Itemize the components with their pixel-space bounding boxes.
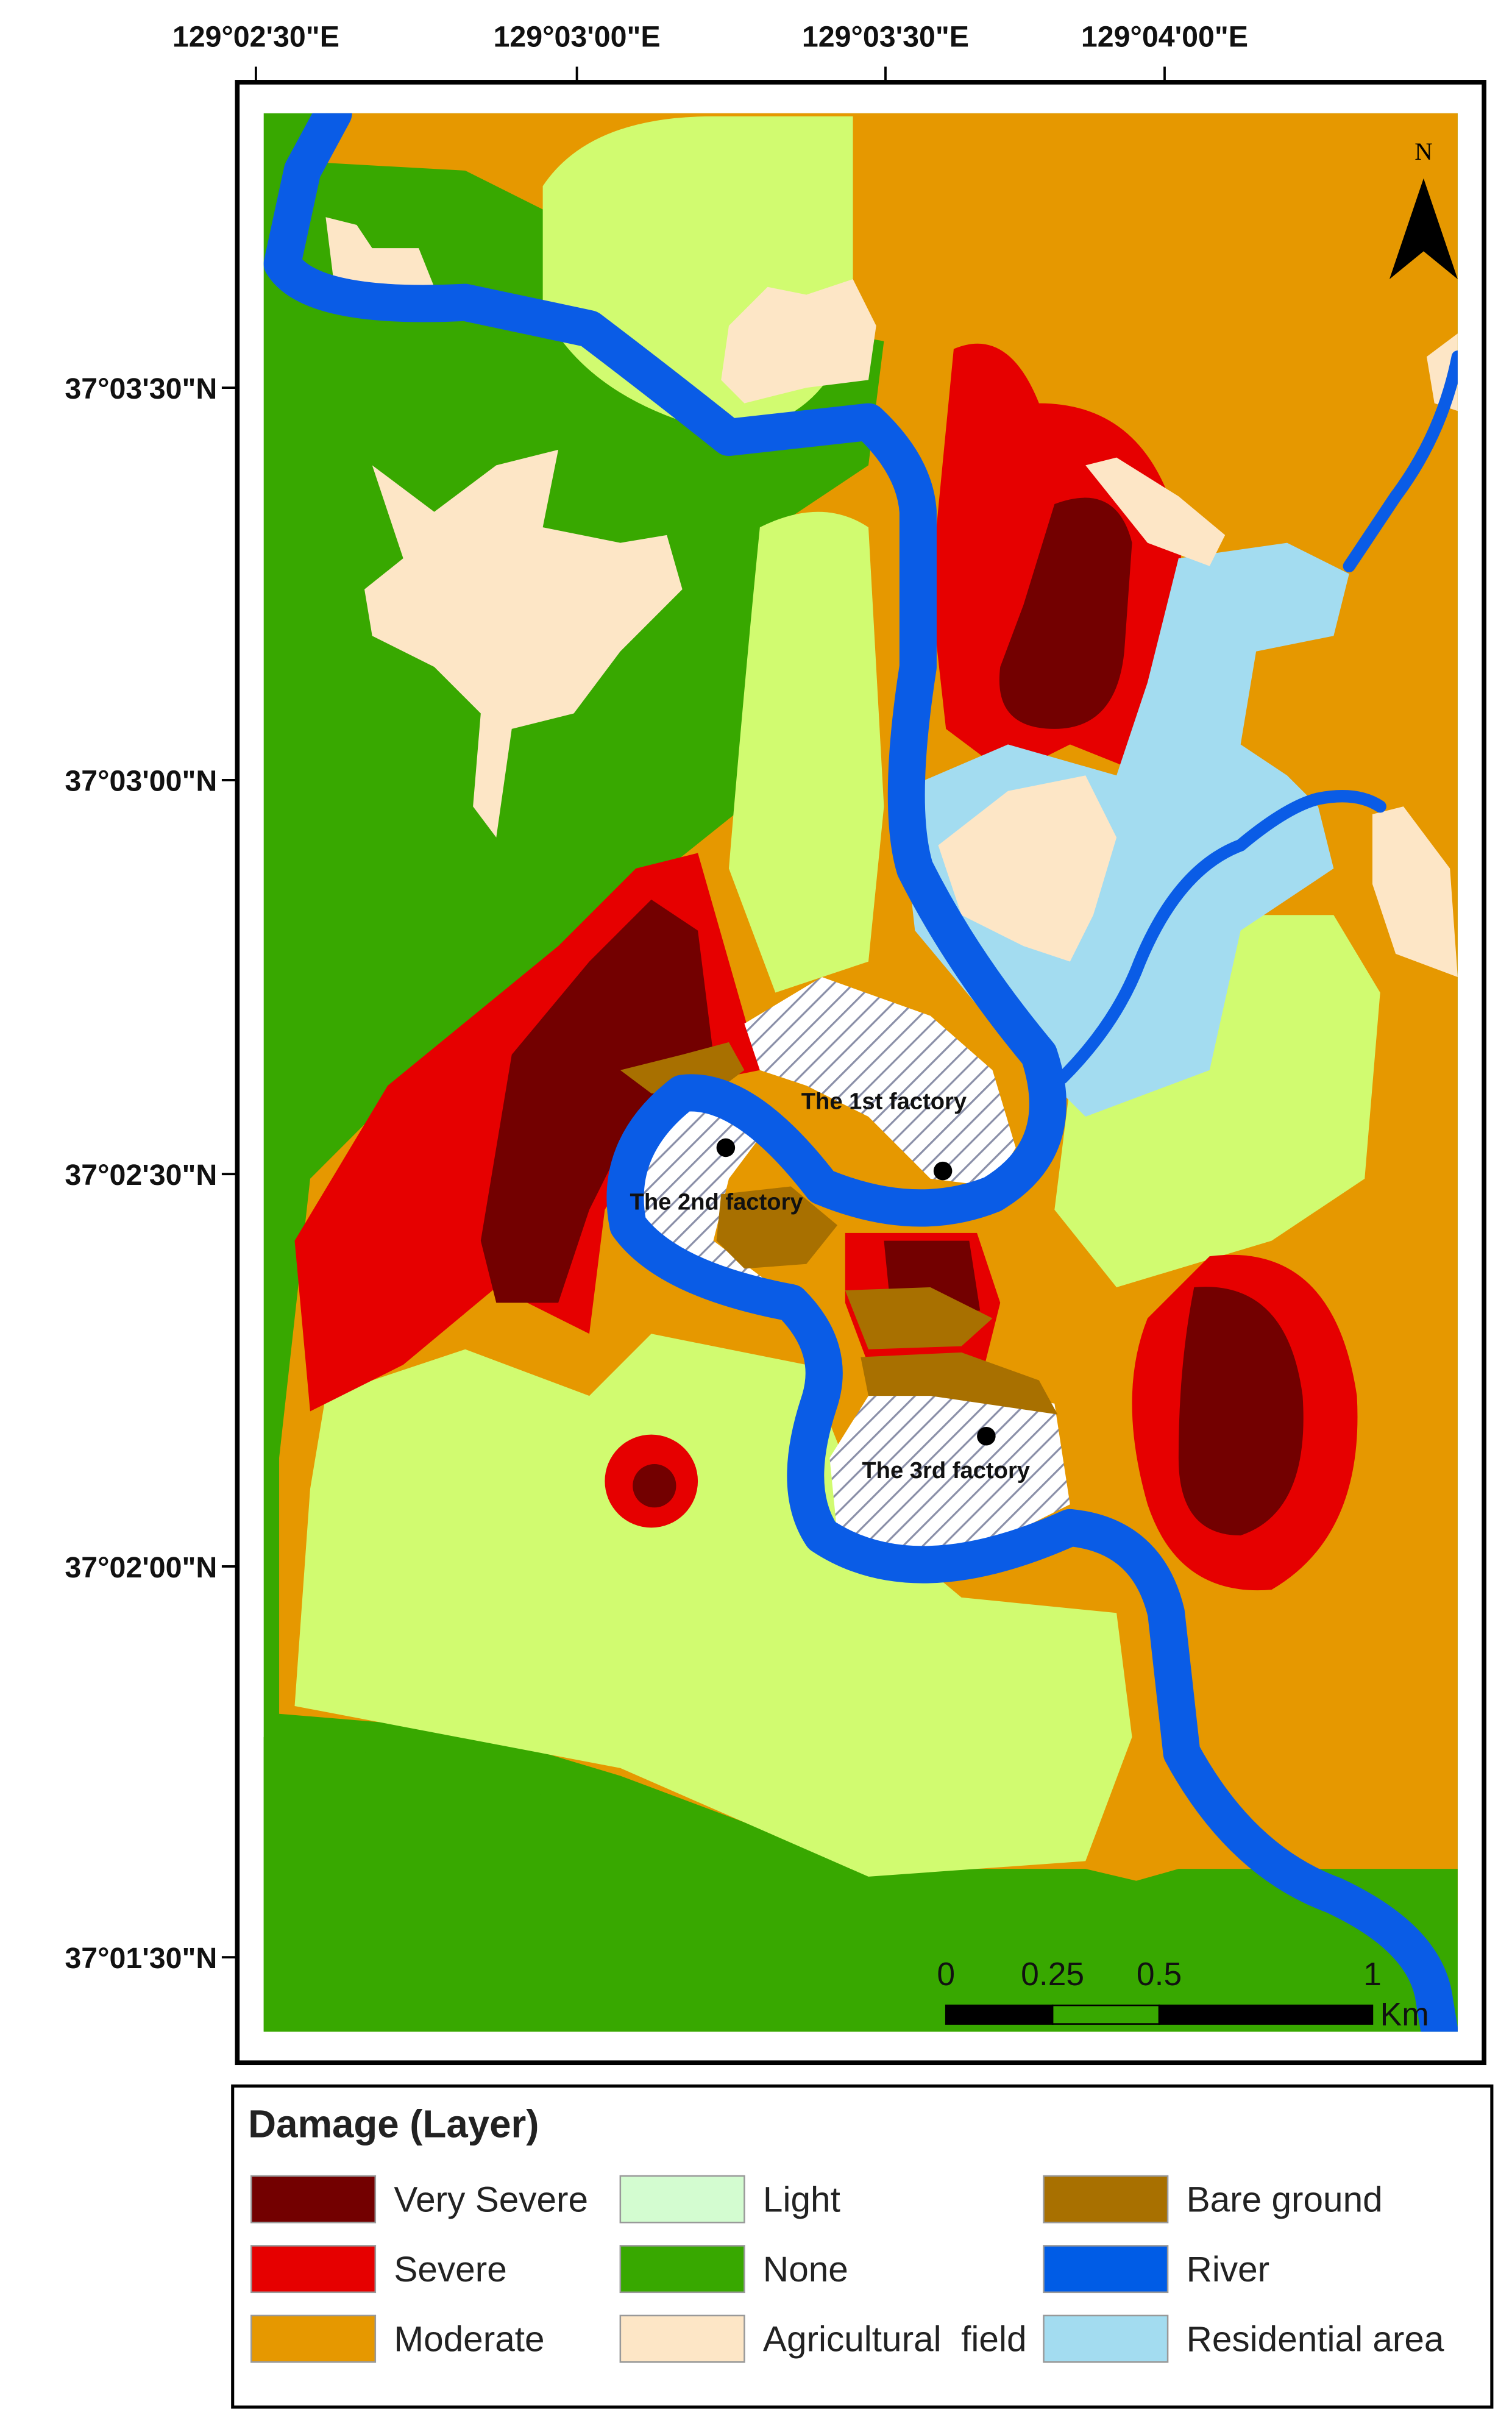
- light-zone: [294, 1334, 1132, 1877]
- longitude-label: 129°02'30"E: [172, 20, 339, 53]
- latitude-label: 37°01'30"N: [65, 1942, 217, 1975]
- legend-box: [231, 2084, 1494, 2409]
- legend-label: Light: [763, 2180, 840, 2219]
- agricultural-zone: [1085, 457, 1226, 566]
- agricultural-zone: [1372, 806, 1458, 978]
- legend-swatch: [1043, 2175, 1169, 2224]
- north-label: N: [1414, 138, 1432, 165]
- none-zone: [263, 1737, 1458, 2032]
- agricultural-zone: [938, 775, 1117, 962]
- legend-label: Bare ground: [1187, 2180, 1383, 2219]
- legend-label: Severe: [394, 2250, 506, 2289]
- legend-label: Moderate: [394, 2319, 544, 2359]
- factory-site: [744, 977, 1016, 1187]
- legend-label: Residential area: [1187, 2319, 1444, 2359]
- very-severe-zone: [999, 497, 1132, 729]
- bare-ground: [861, 1352, 1058, 1415]
- legend-label: Very Severe: [394, 2180, 588, 2219]
- map-body: [263, 113, 1458, 2032]
- bare-ground: [845, 1287, 993, 1349]
- bare-ground: [716, 1186, 838, 1269]
- scale-segment: [1158, 2004, 1374, 2025]
- latitude-label: 37°03'00"N: [65, 765, 217, 798]
- very-severe-zone: [1178, 1287, 1304, 1536]
- legend-swatch: [250, 2245, 377, 2294]
- legend-label: River: [1187, 2250, 1270, 2289]
- legend-swatch: [1043, 2314, 1169, 2363]
- legend-title: Damage (Layer): [248, 2102, 539, 2145]
- factory-point: [716, 1138, 736, 1157]
- river-branch: [1343, 350, 1458, 572]
- factory-point: [933, 1161, 953, 1181]
- latitude-label: 37°02'00"N: [65, 1551, 217, 1584]
- legend-swatch: [250, 2314, 377, 2363]
- factory-point: [977, 1426, 996, 1446]
- legend-swatch: [619, 2314, 745, 2363]
- very-severe-zone: [480, 899, 714, 1303]
- legend-label: Agricultural field: [763, 2319, 1027, 2359]
- factory-site: [829, 1388, 1070, 1551]
- factory-label: The 2nd factory: [630, 1189, 804, 1215]
- latitude-label: 37°03'30"N: [65, 372, 217, 405]
- scale-label: 0.5: [1137, 1957, 1182, 1993]
- legend-swatch: [619, 2175, 745, 2224]
- latitude-label: 37°02'30"N: [65, 1159, 217, 1192]
- legend-swatch: [1043, 2245, 1169, 2294]
- light-zone: [728, 511, 884, 993]
- longitude-label: 129°03'00"E: [494, 20, 661, 53]
- legend-label: None: [763, 2250, 848, 2289]
- agricultural-zone: [721, 279, 876, 404]
- river-branch: [1056, 790, 1386, 1084]
- scale-segment: [1051, 2004, 1160, 2025]
- very-severe-zone: [633, 1464, 676, 1508]
- scale-segment: [945, 2004, 1054, 2025]
- legend-swatch: [619, 2245, 745, 2294]
- legend-swatch: [250, 2175, 377, 2224]
- north-arrow: [1389, 178, 1458, 280]
- agricultural-zone: [364, 449, 683, 838]
- factory-label: The 3rd factory: [862, 1457, 1030, 1484]
- residential-zone: [899, 542, 1349, 1117]
- scale-label: 1: [1363, 1957, 1382, 1993]
- scale-label: 0.25: [1021, 1957, 1084, 1993]
- generated: 129°02'30"E 129°03'00"E 129°03'30"E 129°04'…: [65, 20, 1444, 2363]
- factory-label: The 1st factory: [801, 1088, 967, 1114]
- river: [263, 113, 1458, 2032]
- longitude-label: 129°04'00"E: [1081, 20, 1248, 53]
- map-frame: [235, 80, 1486, 2066]
- scale-label: 0: [937, 1957, 955, 1993]
- longitude-label: 129°03'30"E: [802, 20, 969, 53]
- scale-unit: Km: [1380, 1997, 1429, 2033]
